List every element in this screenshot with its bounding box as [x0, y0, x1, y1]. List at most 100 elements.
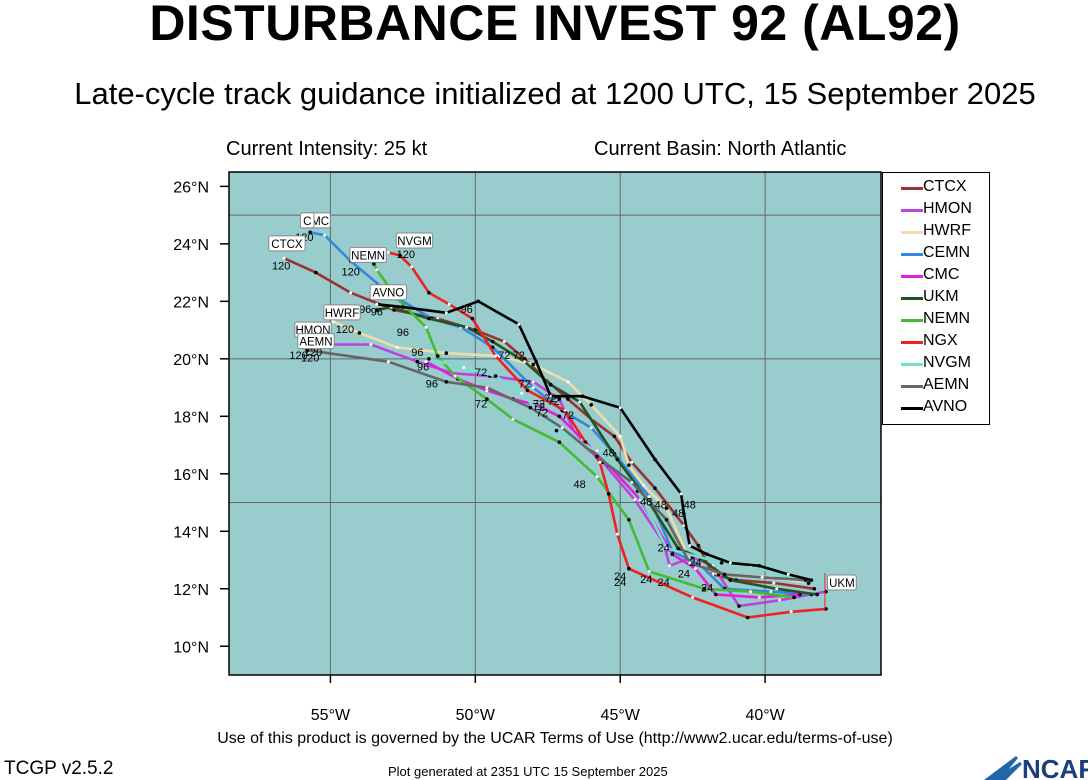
track-point-nemn	[595, 475, 599, 479]
forecast-hour-label: 48	[655, 499, 667, 511]
track-point-nemn	[453, 374, 457, 378]
legend-item-nvgm: NVGM	[883, 353, 989, 375]
y-tick-label: 10°N	[173, 639, 209, 656]
track-point-ctcx	[653, 486, 657, 490]
legend-label: CTCX	[923, 178, 967, 195]
track-point-nemn	[792, 595, 796, 600]
track-point-ngx	[606, 492, 611, 496]
legend-item-nemn: NEMN	[883, 309, 989, 331]
x-tick-label: 55°W	[311, 707, 351, 724]
x-tick-label: 45°W	[601, 707, 641, 724]
track-point-hwrf	[589, 403, 594, 407]
legend-label: CEMN	[923, 244, 971, 261]
track-point-cmc	[694, 567, 698, 571]
track-line-ngx	[388, 251, 827, 619]
forecast-hour-label: 72	[513, 350, 525, 362]
track-point-hwrf	[357, 331, 362, 335]
track-point-ngx	[494, 354, 498, 358]
forecast-hour-label: 96	[371, 307, 383, 319]
model-end-label: CTCX	[271, 239, 303, 251]
forecast-hour-label: 120	[336, 324, 354, 336]
track-point-aemn	[305, 348, 310, 353]
forecast-hour-label: 48	[602, 448, 614, 460]
forecast-hour-label: 48	[672, 508, 684, 520]
forecast-hour-label: 24	[658, 542, 670, 554]
forecast-hour-label: 120	[342, 266, 360, 278]
x-tick-label: 50°W	[456, 707, 496, 724]
forecast-hour-label: 120	[397, 249, 415, 261]
forecast-hour-label: 72	[518, 379, 530, 391]
track-point-hwrf	[531, 362, 536, 367]
track-point-ctcx	[696, 543, 701, 548]
track-point-avno	[534, 359, 538, 364]
y-tick-label: 24°N	[173, 237, 209, 254]
track-point-nemn	[749, 590, 753, 594]
track-point-nemn	[647, 570, 651, 574]
plot-frame	[228, 171, 882, 676]
ncar-logo: NCAR	[984, 754, 1088, 780]
track-point-ngx	[598, 460, 602, 464]
forecast-hour-label: 48	[684, 499, 696, 511]
chart-subtitle: Late-cycle track guidance initialized at…	[74, 76, 1036, 111]
track-point-aemn	[528, 405, 533, 410]
generated-timestamp: Plot generated at 2351 UTC 15 September …	[388, 764, 668, 779]
track-point-cmc	[424, 360, 428, 364]
forecast-hour-label: 24	[640, 574, 652, 586]
legend-swatch	[901, 275, 923, 278]
track-point-ngx	[427, 290, 431, 295]
track-point-nemn	[375, 268, 379, 272]
track-point-ukm	[815, 592, 820, 597]
track-point-ngx	[627, 566, 631, 571]
forecast-hour-label: 24	[658, 577, 670, 589]
y-tick-label: 12°N	[173, 582, 209, 599]
track-point-ctcx	[630, 460, 634, 464]
track-point-aemn	[560, 426, 564, 430]
track-point-aemn	[485, 386, 489, 390]
legend-label: NGX	[923, 332, 958, 349]
track-point-cmc	[557, 414, 562, 419]
track-point-nemn	[627, 517, 631, 522]
track-point-ukm	[775, 587, 779, 591]
forecast-hour-label: 24	[701, 583, 713, 595]
track-point-avno	[517, 322, 521, 326]
legend-label: HMON	[923, 200, 972, 217]
track-point-ngx	[398, 253, 402, 258]
track-point-avno	[549, 394, 553, 398]
legend-swatch	[901, 231, 923, 234]
track-point-hmon	[737, 604, 741, 608]
model-end-label-box	[268, 235, 306, 252]
legend-item-avno: AVNO	[883, 397, 989, 419]
track-point-avno	[682, 512, 686, 516]
forecast-hour-label: 72	[498, 350, 510, 362]
track-point-aemn	[760, 575, 764, 579]
model-end-label-box	[299, 212, 315, 229]
model-init-label: UKM	[829, 578, 855, 590]
model-end-label: C	[303, 216, 311, 228]
track-point-ngx	[583, 440, 588, 444]
legend-item-ukm: UKM	[883, 287, 989, 309]
track-point-cemn	[589, 426, 593, 430]
track-point-hmon	[667, 564, 671, 568]
track-point-nemn	[557, 440, 562, 444]
forecast-hour-label: 24	[689, 557, 701, 569]
track-point-aemn	[722, 572, 727, 577]
track-point-ctcx	[282, 256, 286, 260]
model-end-label: NEMN	[351, 250, 385, 262]
legend-item-cemn: CEMN	[883, 243, 989, 265]
track-point-hwrf	[566, 380, 570, 384]
forecast-hour-label: 72	[533, 402, 545, 414]
forecast-hour-label: 72	[475, 367, 487, 379]
track-point-ukm	[676, 546, 680, 551]
track-point-hmon	[531, 380, 535, 384]
model-end-label: HWRF	[325, 308, 360, 320]
forecast-hour-label: 72	[545, 393, 557, 405]
track-point-avno	[375, 302, 379, 306]
legend-swatch	[901, 363, 923, 366]
track-point-aemn	[664, 517, 669, 522]
track-point-aemn	[595, 454, 599, 459]
forecast-hour-label: 120	[289, 350, 307, 362]
model-end-label: AEMN	[299, 337, 332, 349]
axes: 55°W 50°W 45°W 40°W 10°N 12°N 14°N 16°N 18°N 20°N…	[173, 179, 785, 724]
track-point-ukm	[490, 339, 495, 344]
